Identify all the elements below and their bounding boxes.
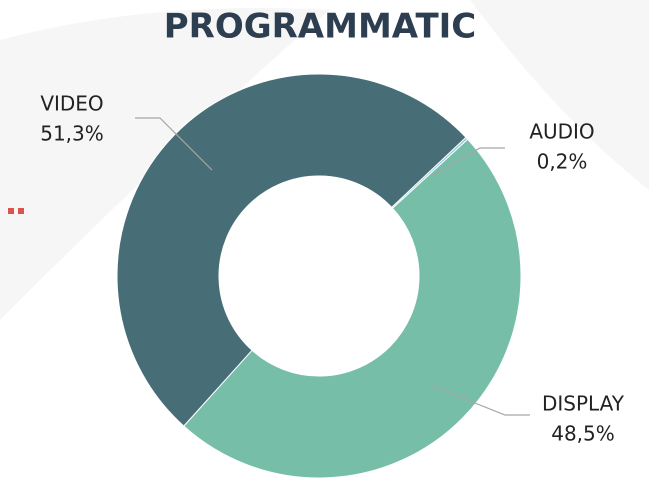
leader-line [429,384,530,416]
category-label: VIDEO [40,92,103,116]
value-label: 51,3% [40,122,104,146]
decor-dot [18,208,24,214]
chart-title: PROGRAMMATIC [164,7,477,47]
labels: VIDEO 51,3% AUDIO 0,2% DISPLAY 48,5% [40,92,625,446]
background-shape [0,8,330,320]
value-label: 48,5% [551,422,615,446]
donut [116,73,522,478]
donut-slice [183,138,522,478]
category-label: AUDIO [529,120,594,144]
category-label: DISPLAY [542,392,625,416]
background-shape [470,0,649,190]
value-label: 0,2% [537,150,588,174]
leader-line [135,117,213,171]
leader-line [431,147,505,177]
decor-dot [8,208,14,214]
